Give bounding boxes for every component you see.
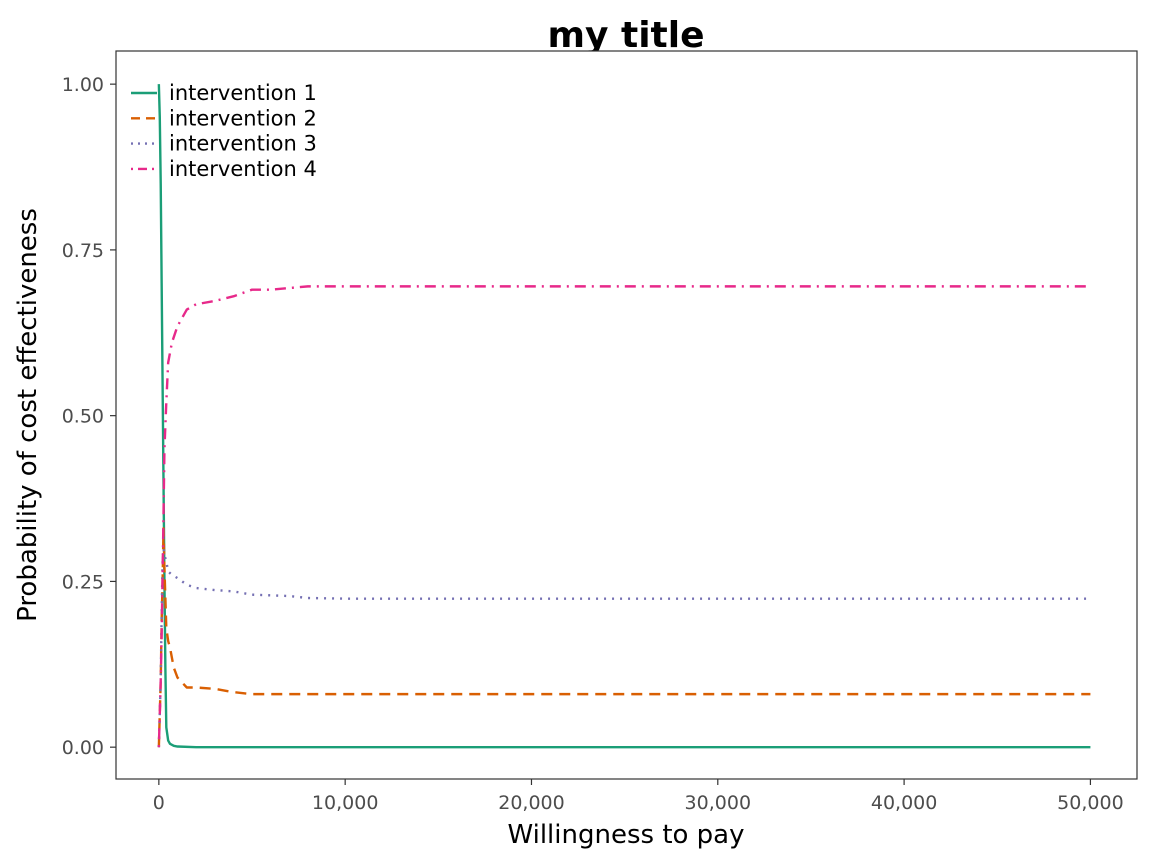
y-tick-label: 0.75 bbox=[62, 240, 104, 262]
chart-title: my title bbox=[547, 15, 704, 56]
y-axis-title: Probability of cost effectiveness bbox=[13, 208, 43, 622]
x-tick-label: 30,000 bbox=[685, 792, 751, 814]
x-axis-title: Willingness to pay bbox=[507, 820, 744, 850]
plot-panel bbox=[115, 50, 1138, 780]
x-tick-label: 40,000 bbox=[871, 792, 937, 814]
legend-label-1: intervention 1 bbox=[169, 81, 317, 105]
y-axis: 0.00 0.25 0.50 0.75 1.00 bbox=[62, 74, 116, 759]
series-layer bbox=[157, 84, 1091, 749]
y-tick-label: 0.50 bbox=[62, 406, 104, 428]
legend-label-3: intervention 3 bbox=[169, 132, 317, 156]
y-tick-label: 0.00 bbox=[62, 737, 104, 759]
x-axis: 0 10,000 20,000 30,000 40,000 50,000 bbox=[153, 779, 1124, 814]
x-tick-label: 20,000 bbox=[498, 792, 564, 814]
y-tick-label: 1.00 bbox=[62, 74, 104, 96]
x-tick-label: 10,000 bbox=[312, 792, 378, 814]
x-tick-label: 0 bbox=[153, 792, 165, 814]
series-line-4 bbox=[157, 285, 1091, 748]
legend-label-2: intervention 2 bbox=[169, 106, 317, 130]
x-tick-label: 50,000 bbox=[1057, 792, 1123, 814]
series-line-1 bbox=[157, 84, 1091, 749]
y-tick-label: 0.25 bbox=[62, 571, 104, 593]
legend-label-4: intervention 4 bbox=[169, 157, 317, 181]
